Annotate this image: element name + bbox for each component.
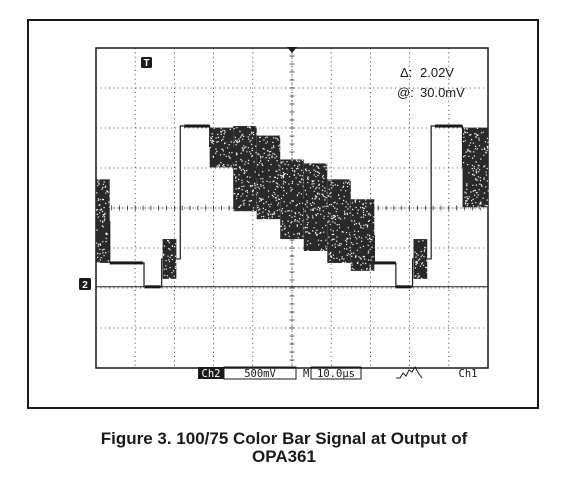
- waveform-band-noise: [163, 239, 178, 280]
- waveform-level-level: [109, 261, 144, 265]
- waveform-band-noise: [327, 179, 352, 264]
- status-trigger-source: Ch1: [459, 368, 478, 380]
- waveform-band-noise: [414, 240, 429, 280]
- waveform-transition: [427, 125, 436, 260]
- channel-ground-label: 2: [82, 280, 88, 291]
- waveform-band-noise: [209, 127, 234, 169]
- waveform-transition: [160, 258, 163, 288]
- caption-line-2: OPA361: [252, 447, 316, 466]
- status-volts-box: [223, 366, 297, 380]
- trigger-t-label: T: [143, 58, 149, 69]
- status-time-prefix: M: [303, 368, 309, 380]
- trigger-slope-icon: [396, 366, 423, 379]
- waveform-level-level: [435, 124, 463, 128]
- figure-caption: Figure 3. 100/75 Color Bar Signal at Out…: [30, 430, 538, 466]
- waveform-bar-band: [280, 159, 304, 240]
- trigger-position-marker: [287, 47, 297, 53]
- cursor-delta-label: Δ:: [400, 65, 412, 80]
- waveform-bar-band: [209, 127, 234, 168]
- waveform-level-level: [184, 124, 210, 128]
- waveform-sync-level: [395, 285, 412, 289]
- waveform-burst-band: [162, 239, 177, 279]
- channel-ground-marker: [79, 278, 91, 290]
- status-channel-badge: [198, 367, 224, 379]
- caption-line-1: Figure 3. 100/75 Color Bar Signal at Out…: [100, 429, 468, 448]
- waveform-sync-level: [145, 285, 161, 289]
- waveform-band-noise: [96, 179, 111, 264]
- waveform-burst-band: [413, 239, 428, 279]
- waveform-bar-band: [327, 179, 351, 263]
- status-time-per-div: 10.0µs: [317, 368, 355, 380]
- cursor-delta-value: 2.02V: [420, 65, 454, 80]
- trigger-t-badge: [141, 57, 152, 68]
- waveform-bar-band: [256, 135, 281, 220]
- status-volts-per-div: 500mV: [244, 368, 276, 380]
- waveform-band-noise: [280, 159, 305, 239]
- waveform-band-noise: [304, 163, 329, 252]
- status-channel-label: Ch2: [202, 368, 221, 380]
- status-time-box: [310, 366, 362, 380]
- waveform-transition: [411, 258, 414, 288]
- cursor-at-value: 30.0mV: [420, 85, 465, 100]
- waveform-transition: [143, 262, 145, 288]
- waveform-band-noise: [351, 199, 376, 272]
- waveform-level-level: [374, 261, 396, 265]
- waveform-bar-band: [233, 126, 257, 212]
- waveform-trace: [96, 124, 489, 289]
- waveform-band-noise: [256, 136, 282, 220]
- waveform-bar-band: [303, 163, 328, 251]
- waveform-bar-band: [462, 127, 488, 208]
- waveform-transition: [176, 125, 185, 260]
- cursor-at-label: @:: [397, 85, 414, 100]
